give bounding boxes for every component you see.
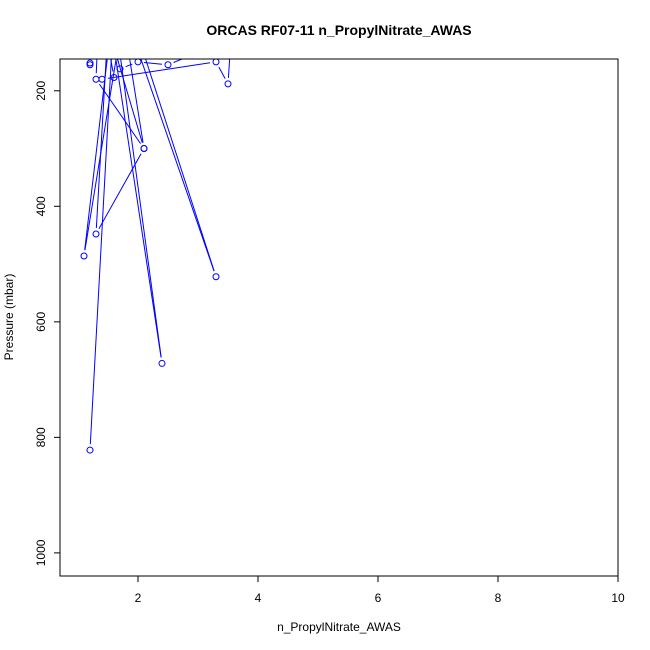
series-line-segment (116, 59, 143, 143)
data-point (212, 59, 220, 66)
series-line-segment (218, 66, 226, 79)
series-line-segment (110, 59, 114, 72)
plot-area (80, 0, 232, 454)
series-line-segment (90, 4, 92, 57)
data-point (108, 24, 114, 30)
data-point (123, 0, 129, 1)
series-line-segment (115, 59, 162, 358)
data-point (134, 59, 142, 66)
y-tick-label: 800 (34, 427, 48, 447)
data-point (224, 80, 232, 88)
data-point (111, 7, 117, 13)
series-line-segment (91, 16, 98, 57)
x-tick-label: 10 (611, 591, 625, 605)
y-axis: 200 400 600 800 1000 (34, 80, 61, 566)
chart-title: ORCAS RF07-11 n_PropylNitrate_AWAS (206, 22, 471, 38)
series-line-segment (99, 83, 141, 144)
x-tick-label: 2 (135, 591, 142, 605)
series-line-segment (107, 62, 211, 79)
x-tick-label: 8 (495, 591, 502, 605)
data-point (92, 75, 100, 83)
data-point (99, 7, 105, 13)
data-point (111, 42, 117, 48)
data-point (92, 230, 100, 238)
series-line-segment (98, 153, 142, 230)
series-line-segment (120, 59, 162, 358)
x-tick-label: 6 (375, 591, 382, 605)
x-axis-label: n_PropylNitrate_AWAS (277, 620, 401, 634)
data-point (96, 7, 102, 13)
y-tick-label: 600 (34, 312, 48, 332)
plot-frame (59, 58, 619, 577)
series-line-segment (84, 59, 117, 251)
y-tick-label: 200 (34, 80, 48, 100)
series-line-segment (140, 59, 215, 272)
series-line-segment (89, 59, 112, 445)
data-point (86, 446, 94, 454)
data-point (90, 0, 96, 1)
data-point (110, 73, 118, 81)
data-point (117, 0, 123, 1)
series-line-segment (90, 4, 92, 58)
data-point (116, 65, 124, 73)
series-line-segment (95, 59, 98, 74)
data-point (86, 61, 94, 69)
data-point (158, 359, 166, 367)
data-point (164, 61, 172, 69)
series-line-segment (95, 59, 107, 229)
series-line-segment (227, 59, 231, 78)
series-line-segment (143, 61, 163, 65)
data-point (98, 75, 106, 83)
y-tick-label: 1000 (34, 539, 48, 566)
data-point (212, 273, 220, 281)
data-point (140, 145, 148, 153)
data-point (80, 252, 88, 260)
series-line-segment (117, 59, 120, 64)
series-line-segment (129, 59, 144, 143)
series-line-segment (145, 59, 215, 272)
y-tick-label: 400 (34, 196, 48, 216)
data-point (105, 24, 111, 30)
series-line-segment (125, 63, 133, 68)
x-axis: 2 4 6 8 10 (135, 575, 625, 605)
x-tick-label: 4 (255, 591, 262, 605)
y-axis-label: Pressure (mbar) (2, 274, 16, 361)
series-line-segment (91, 59, 92, 60)
